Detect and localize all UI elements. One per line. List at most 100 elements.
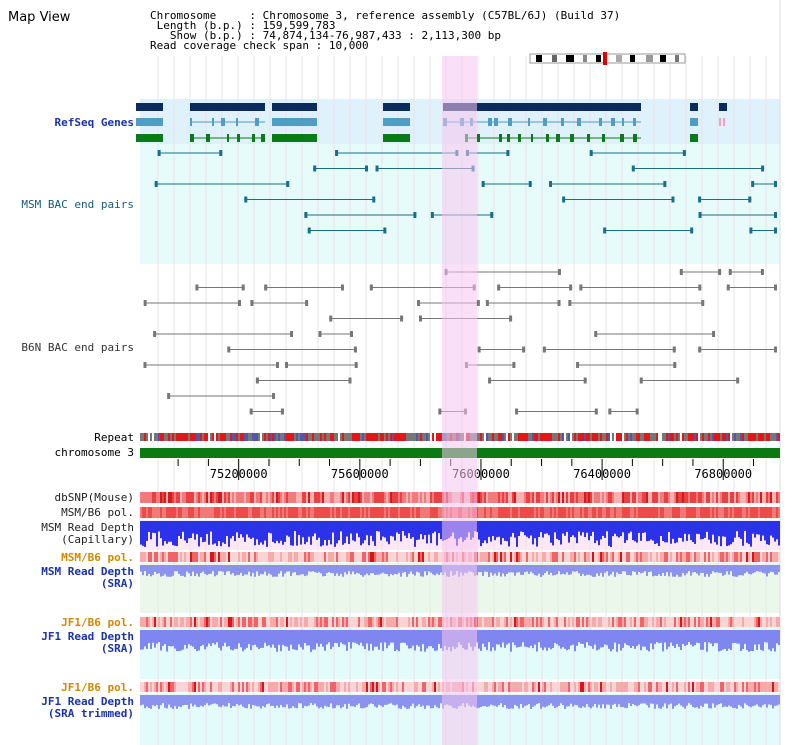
jf1-pol-trim-mark — [708, 682, 710, 692]
msm-depth-sra-bar — [640, 565, 642, 574]
repeat-mark — [438, 433, 440, 441]
msm-depth-capillary-bar — [354, 521, 356, 542]
msm-pol-mark — [352, 507, 354, 518]
msm-depth-sra-bar — [702, 565, 704, 573]
b6n-bac-end — [698, 284, 702, 291]
dbsnp-label[interactable]: dbSNP(Mouse) — [54, 491, 134, 504]
repeat-mark — [232, 433, 234, 441]
jf1-pol-mark — [214, 617, 216, 627]
jf1-depth-sra-label[interactable]: JF1 Read Depth (SRA) — [41, 630, 134, 655]
chromosome-ideogram[interactable] — [529, 52, 686, 65]
msm-depth-capillary-bar — [584, 521, 586, 538]
msm-pol-sra-mark — [318, 552, 320, 562]
jf1-depth-sra-bar — [562, 630, 564, 648]
repeat-mark — [592, 433, 594, 441]
repeat-mark — [560, 433, 562, 441]
jf1-depth-sra-bar — [246, 630, 248, 648]
msm-pol-sra-mark — [286, 552, 288, 562]
jf1-depth-trim-bar — [506, 695, 508, 709]
msm-depth-sra-bar — [238, 565, 240, 576]
msm-depth-capillary-bar — [368, 521, 370, 546]
dbsnp-mark — [506, 492, 508, 503]
dbsnp-mark — [740, 492, 742, 503]
b6n-bac-end — [167, 393, 171, 399]
dbsnp-mark — [434, 492, 436, 503]
msm-pol-sra-mark — [684, 552, 686, 562]
repeat-mark — [684, 433, 686, 441]
msm-bac-label[interactable]: MSM BAC end pairs — [21, 198, 134, 211]
msm-pol-mark — [700, 507, 702, 518]
jf1-depth-sra-bar — [566, 630, 568, 651]
jf1-pol-trim-mark — [198, 682, 200, 692]
jf1-pol-trim-mark — [698, 682, 700, 692]
repeat-mark — [402, 433, 404, 441]
msm-depth-capillary-label[interactable]: MSM Read Depth (Capillary) — [41, 521, 134, 546]
msm-depth-sra-label[interactable]: MSM Read Depth (SRA) — [41, 565, 134, 590]
msm-pol-sra-mark — [146, 552, 148, 562]
msm-pol-sra-mark — [702, 552, 704, 562]
msm-pol-sra-mark — [208, 552, 210, 562]
msm-depth-sra-bar — [270, 565, 272, 575]
msm-pol-sra-mark — [222, 552, 224, 562]
msm-pol-sra-mark — [764, 552, 766, 562]
jf1-depth-trim-bar — [378, 695, 380, 705]
msm-depth-sra-bar — [382, 565, 384, 573]
jf1-pol-mark — [158, 617, 160, 627]
msm-depth-sra-bar — [684, 565, 686, 576]
msm-pol-sra-mark — [748, 552, 750, 562]
msm-depth-capillary-bar — [144, 521, 146, 547]
msm-pol-sra-mark — [556, 552, 558, 562]
jf1-depth-trim-bar — [220, 695, 222, 708]
dbsnp-mark — [774, 492, 776, 503]
msm-depth-capillary-bar — [746, 521, 748, 543]
msm-depth-capillary-bar — [360, 521, 362, 546]
jf1-depth-trim-bar — [710, 695, 712, 709]
selected-region-highlight[interactable] — [442, 56, 477, 745]
repeat-mark — [250, 433, 252, 441]
msm-b6-pol-sra-label[interactable]: MSM/B6 pol. — [61, 551, 134, 564]
msm-depth-capillary-bar — [416, 521, 418, 540]
msm-b6-pol-label[interactable]: MSM/B6 pol. — [61, 506, 134, 519]
jf1-b6-pol-label[interactable]: JF1/B6 pol. — [61, 616, 134, 629]
jf1-pol-mark — [680, 617, 682, 627]
msm-pol-mark — [216, 507, 218, 518]
msm-pol-sra-mark — [526, 552, 528, 562]
msm-depth-capillary-bar — [372, 521, 374, 542]
msm-depth-capillary-bar — [418, 521, 420, 540]
msm-depth-capillary-bar — [424, 521, 426, 536]
gene-block — [272, 134, 317, 142]
msm-depth-capillary-bar — [156, 521, 158, 547]
dbsnp-mark — [224, 492, 226, 503]
jf1-pol-trim-mark — [680, 682, 682, 692]
jf1-pol-trim-mark — [540, 682, 542, 692]
jf1-depth-trim-bar — [576, 695, 578, 706]
dbsnp-mark — [496, 492, 498, 503]
jf1-depth-trim-bar — [340, 695, 342, 709]
jf1-depth-sra-bar — [196, 630, 198, 652]
msm-depth-capillary-bar — [610, 521, 612, 547]
jf1-pol-mark — [618, 617, 620, 627]
jf1-pol-trim-mark — [180, 682, 182, 692]
msm-pol-mark — [264, 507, 266, 518]
jf1-pol-mark — [572, 617, 574, 627]
jf1-depth-trim-bar — [358, 695, 360, 704]
jf1-pol-mark — [564, 617, 566, 627]
jf1-depth-sra-bar — [394, 630, 396, 652]
msm-depth-sra-bar — [724, 565, 726, 575]
jf1-depth-trim-label[interactable]: JF1 Read Depth (SRA trimmed) — [41, 695, 134, 720]
dbsnp-mark — [250, 492, 252, 503]
refseq-genes-track[interactable] — [136, 103, 727, 142]
jf1-b6-pol-trim-label[interactable]: JF1/B6 pol. — [61, 681, 134, 694]
jf1-depth-trim-bar — [216, 695, 218, 705]
dbsnp-mark — [228, 492, 230, 503]
repeat-mark — [376, 433, 378, 441]
jf1-depth-sra-bar — [140, 630, 142, 650]
msm-pol-mark — [210, 507, 212, 518]
jf1-depth-trim-bar — [172, 695, 174, 709]
msm-depth-sra-bar — [336, 565, 338, 574]
jf1-pol-trim-mark — [238, 682, 240, 692]
refseq-genes-label[interactable]: RefSeq Genes — [54, 116, 134, 129]
dbsnp-mark — [522, 492, 524, 503]
b6n-bac-label[interactable]: B6N BAC end pairs — [21, 341, 134, 354]
